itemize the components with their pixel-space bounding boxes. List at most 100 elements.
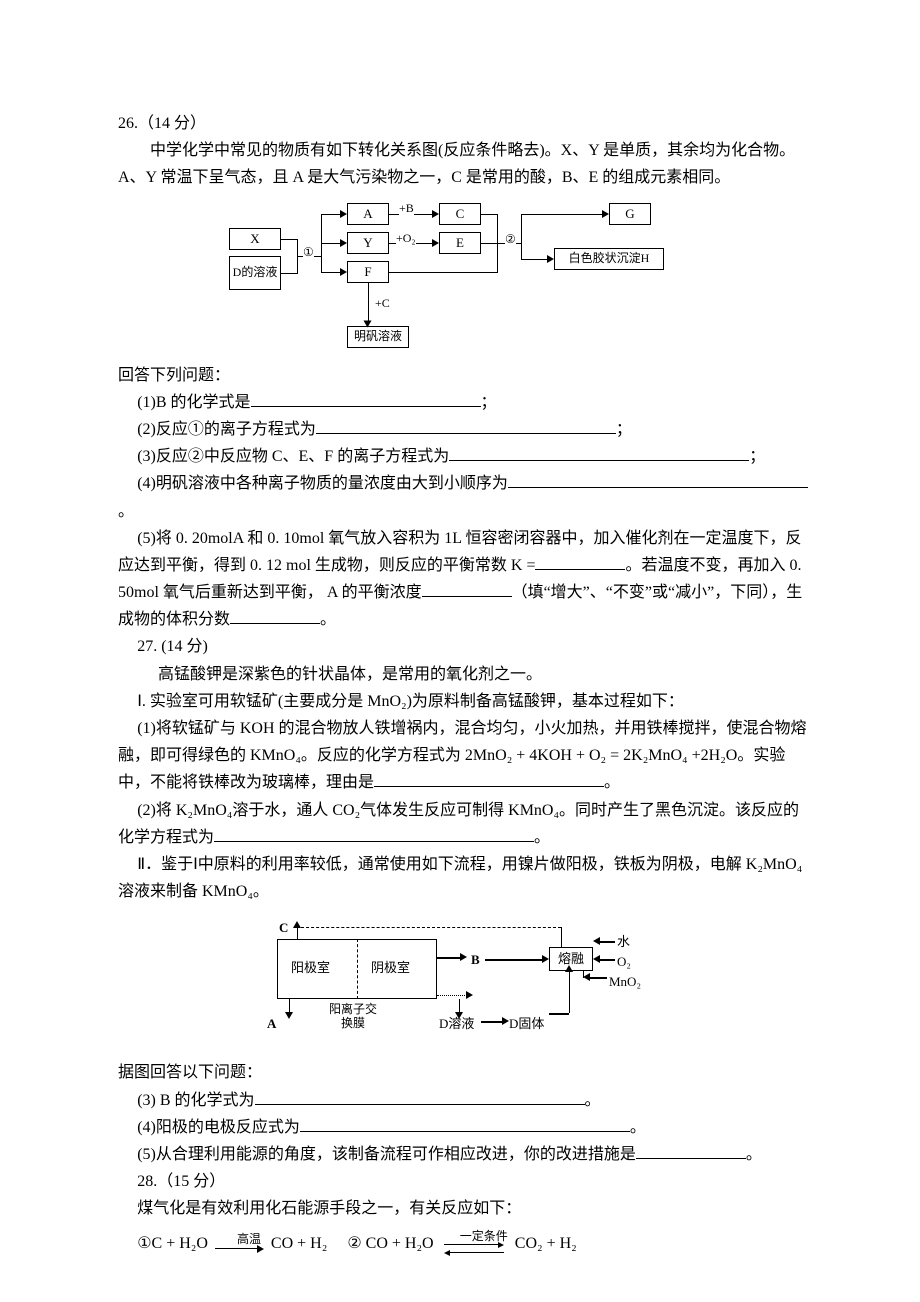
q27-p5: (5)从合理利用能源的角度，该制备流程可作相应改进，你的改进措施是。 [118,1141,810,1168]
blank [255,1088,585,1105]
q26-answer-lead: 回答下列问题： [118,362,810,389]
q28-intro: 煤气化是有效利用化石能源手段之一，有关反应如下： [118,1195,810,1222]
d1-line [481,243,497,244]
punc: 。 [630,1119,646,1136]
d1-line [521,214,603,215]
q26-p5: (5)将 0. 20molA 和 0. 10mol 氧气放入容积为 1L 恒容密… [118,525,810,634]
d2-arrow [542,955,549,963]
q27-p3-text: (3) B 的化学式为 [137,1092,254,1109]
blank [535,553,625,570]
d2-line [561,927,562,947]
punc: ； [481,394,497,411]
d2-arrow [466,991,473,999]
d1-box-D: D的溶液 [229,256,281,290]
d1-box-mingfan: 明矾溶液 [347,326,409,348]
punc: ； [616,421,632,438]
q27-p1: (1)将软锰矿与 KOH 的混合物放人铁增祸内，混合均匀，小火加热，并用铁棒搅拌… [118,715,810,797]
punc: ； [749,448,765,465]
q27-sec2: Ⅱ．鉴于Ⅰ中原料的利用率较低，通常使用如下流程，用镍片做阳极，铁板为阴极，电解 … [118,851,810,905]
d2-dotline [437,995,467,996]
d2-line [437,957,461,958]
q27-intro: 高锰酸钾是深紫色的针状晶体，是常用的氧化剂之一。 [118,661,810,688]
q26-p5d: 。 [320,611,336,628]
d1-line [481,214,497,215]
blank [251,390,481,407]
q26-p1: (1)B 的化学式是； [118,389,810,416]
d1-line [281,273,297,274]
d1-box-X: X [229,228,281,250]
d1-arrow [432,239,439,247]
q27-heading: 27. (14 分) [118,633,810,660]
d1-label-plusO2: +O₂ [396,228,416,248]
d2-label-MnO2: MnO₂ [609,971,641,993]
d1-line [368,283,369,321]
reaction-equilibrium-arrow: 一定条件 [441,1230,508,1256]
d1-box-E: E [439,232,481,254]
d2-line [481,1021,503,1022]
d2-line [485,959,543,960]
d1-box-H: 白色胶状沉淀H [554,248,664,270]
q26-p3-text: (3)反应②中反应物 C、E、F 的离子方程式为 [137,448,449,465]
d2-anode-room: 阳极室 [291,957,330,979]
d2-line [569,971,570,1013]
d1-box-G: G [609,203,651,225]
d2-cathode-room: 阴极室 [371,957,410,979]
d1-box-C: C [439,203,481,225]
d1-arrow [602,210,609,218]
d2-label-Dsolid: D固体 [509,1013,544,1035]
punc: 。 [534,829,550,846]
d1-line [321,256,322,257]
d1-line [321,272,341,273]
d2-line [599,959,615,960]
d2-membrane-text: 阳离子交换膜 [329,1003,377,1029]
q26-p2-text: (2)反应①的离子方程式为 [137,421,316,438]
d2-label-B: B [471,949,480,971]
d1-box-Y: Y [347,232,389,254]
blank [508,471,808,488]
q26-intro: 中学化学中常见的物质有如下转化关系图(反应条件略去)。X、Y 是单质，其余均为化… [118,137,810,191]
q27-p4: (4)阳极的电极反应式为 。 [118,1114,810,1141]
punc: 。 [585,1092,601,1109]
d2-line [459,999,460,1013]
q28-r1-left: ①C + H₂O [137,1235,208,1252]
d1-box-A: A [347,203,389,225]
d1-line [521,214,522,259]
q27-sec1: Ⅰ. 实验室可用软锰矿(主要成分是 MnO₂)为原料制备高锰酸钾，基本过程如下： [118,688,810,715]
d2-arrow [460,953,467,961]
d2-membrane-label: 阳离子交换膜 [329,1003,377,1029]
blank [214,825,534,842]
d2-label-water: 水 [617,931,630,953]
d1-box-F: F [347,261,389,283]
q27-p4-text: (4)阳极的电极反应式为 [137,1119,300,1136]
punc: 。 [118,503,134,520]
q28-r1-right: CO + H₂ [271,1235,327,1252]
d2-label-C: C [279,917,288,939]
punc: 。 [604,774,620,791]
d1-arrow [340,268,347,276]
q26-p2: (2)反应①的离子方程式为 ； [118,416,810,443]
d1-arrow [547,255,554,263]
d1-line [281,239,297,240]
d2-arrow [565,965,573,972]
d2-line [549,1013,569,1014]
d1-line [321,243,341,244]
q26: 26.（14 分） 中学化学中常见的物质有如下转化关系图(反应条件略去)。X、Y… [118,110,810,633]
rxn-cond: 一定条件 [441,1230,508,1242]
q27: 27. (14 分) 高锰酸钾是深紫色的针状晶体，是常用的氧化剂之一。 Ⅰ. 实… [118,633,810,1168]
q26-p4: (4)明矾溶液中各种离子物质的量浓度由大到小顺序为。 [118,470,810,524]
d1-label-circ2: ② [505,229,516,249]
blank [422,580,512,597]
q28-r2-left: ② CO + H₂O [347,1235,433,1252]
d1-label-circ1: ① [303,242,314,262]
q26-p4-text: (4)明矾溶液中各种离子物质的量浓度由大到小顺序为 [137,475,508,492]
d1-line [389,272,497,273]
q27-answer-lead: 据图回答以下问题： [118,1059,810,1086]
q27-diagram: 阳极室 阴极室 C A 阳离子交换膜 B D溶液 D固体 熔融 [249,917,679,1047]
q28-reactions: ①C + H₂O 高温 CO + H₂ ② CO + H₂O 一定条件 CO₂ … [118,1230,810,1257]
q26-heading: 26.（14 分） [118,110,810,137]
d1-arrow [340,239,347,247]
d2-line [297,927,298,939]
d1-line [521,243,522,244]
d1-arrow [340,210,347,218]
q28-heading: 28.（15 分） [118,1168,810,1195]
